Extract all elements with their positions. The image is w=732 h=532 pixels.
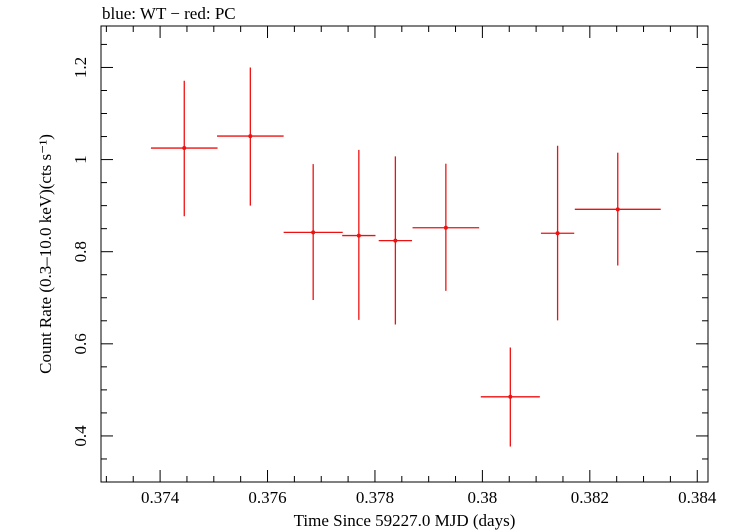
data-series — [150, 67, 661, 447]
y-tick-label: 1 — [71, 155, 90, 164]
y-tick-label: 0.6 — [71, 333, 90, 354]
y-tick-label: 0.8 — [71, 241, 90, 262]
data-point — [508, 394, 513, 399]
axis-tick-labels: 0.374 0.376 0.378 0.38 0.382 0.384 0.4 0.6 0.8 1 1… — [71, 57, 717, 507]
x-tick-label: 0.382 — [571, 488, 609, 507]
x-tick-label: 0.376 — [248, 488, 286, 507]
x-tick-label: 0.384 — [678, 488, 717, 507]
axis-ticks — [101, 26, 708, 483]
x-tick-label: 0.374 — [141, 488, 180, 507]
x-tick-label: 0.378 — [356, 488, 394, 507]
y-tick-label: 1.2 — [71, 57, 90, 78]
plot-frame — [100, 25, 709, 483]
series-pc — [150, 67, 661, 447]
x-axis-label: Time Since 59227.0 MJD (days) — [294, 511, 516, 530]
data-point — [182, 146, 187, 151]
data-point — [393, 238, 398, 243]
data-point — [443, 225, 448, 230]
data-point — [555, 231, 560, 236]
data-point — [356, 233, 361, 238]
data-point — [248, 134, 253, 139]
x-tick-label: 0.38 — [468, 488, 498, 507]
data-point — [615, 207, 620, 212]
data-point — [311, 230, 316, 235]
y-axis-label: Count Rate (0.3–10.0 keV)(cts s⁻¹) — [36, 134, 55, 374]
chart-title: blue: WT − red: PC — [102, 4, 236, 23]
y-tick-label: 0.4 — [71, 425, 90, 447]
